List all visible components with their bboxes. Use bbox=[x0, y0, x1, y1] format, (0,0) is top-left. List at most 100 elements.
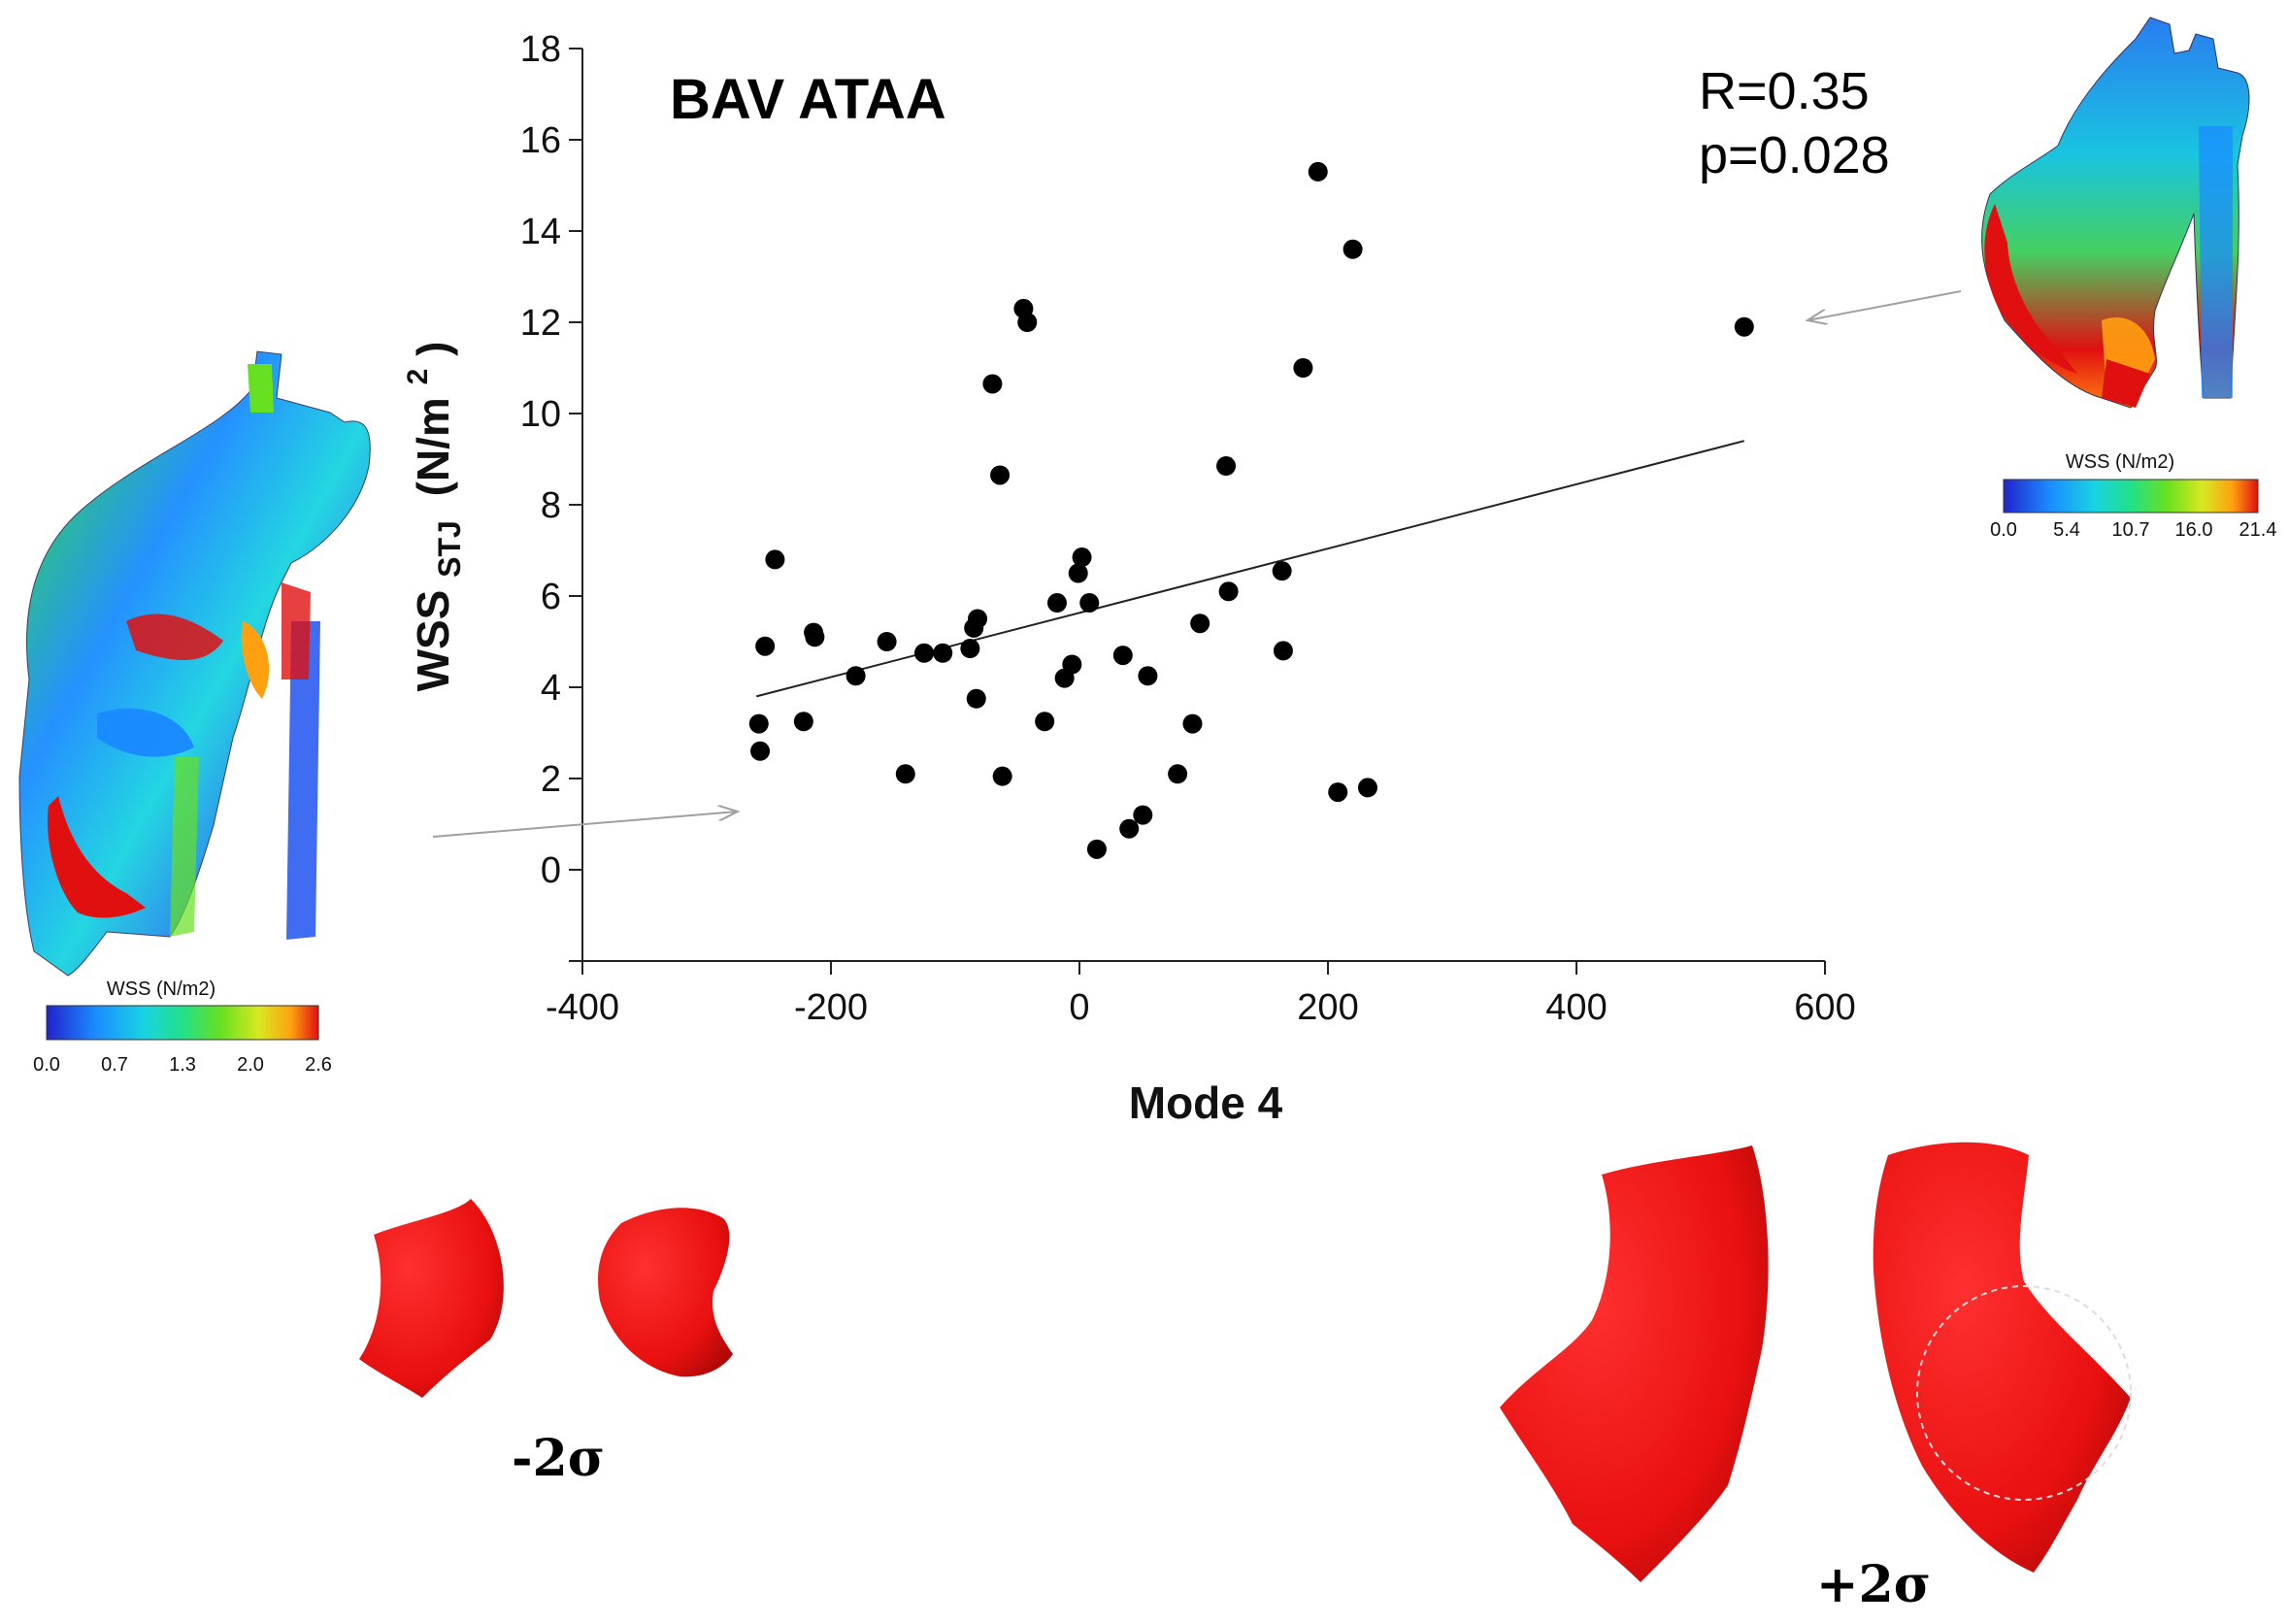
data-point bbox=[1308, 161, 1328, 182]
y-axis-title: WSS STJ (N/m 2 ) bbox=[386, 342, 470, 692]
data-point bbox=[982, 374, 1003, 394]
left-colorbar-label: WSS (N/m2) bbox=[107, 978, 216, 1000]
data-point bbox=[1017, 313, 1038, 332]
data-point bbox=[895, 764, 915, 784]
data-point bbox=[914, 643, 934, 663]
regression-line bbox=[755, 440, 1745, 698]
data-point bbox=[992, 766, 1012, 786]
data-point bbox=[960, 639, 980, 659]
correlation-r: R=0.35 bbox=[1699, 62, 1870, 120]
x-tick-label: 400 bbox=[1545, 987, 1607, 1028]
x-axis-ticks: -400 -200 0 200 400 600 bbox=[546, 961, 1856, 1028]
right-colorbar-tick-1: 5.4 bbox=[2053, 519, 2080, 541]
left-aorta-wss-model bbox=[18, 350, 371, 977]
left-colorbar-tick-4: 2.6 bbox=[305, 1054, 332, 1076]
y-tick-label: 6 bbox=[541, 577, 561, 617]
left-colorbar-gradient bbox=[46, 1005, 319, 1041]
y-tick-label: 8 bbox=[541, 485, 561, 526]
data-point bbox=[1343, 239, 1363, 259]
data-point bbox=[1216, 456, 1237, 477]
x-axis-title: Mode 4 bbox=[1129, 1077, 1283, 1128]
y-axis-title-sup: 2 bbox=[402, 369, 434, 385]
y-axis-title-main: WSS bbox=[408, 590, 458, 692]
left-colorbar-tick-0: 0.0 bbox=[33, 1054, 60, 1076]
data-point bbox=[966, 688, 986, 709]
data-point bbox=[990, 465, 1011, 485]
data-point bbox=[1062, 654, 1082, 675]
x-tick-label: -200 bbox=[794, 987, 868, 1028]
data-point bbox=[793, 712, 813, 732]
data-point bbox=[1328, 782, 1348, 803]
right-colorbar: WSS (N/m2) 0.0 5.4 10.7 16.0 21.4 bbox=[1990, 451, 2276, 541]
svg-text:WSS STJ (N/m: WSS STJ (N/m 2 ) bbox=[386, 342, 470, 692]
data-point bbox=[1119, 818, 1140, 839]
label-plus-2sigma: +2σ bbox=[1816, 1555, 1931, 1614]
y-axis-title-close: ) bbox=[408, 342, 458, 356]
left-colorbar: WSS (N/m2) 0.0 0.7 1.3 2.0 2.6 bbox=[33, 978, 332, 1076]
right-colorbar-tick-4: 21.4 bbox=[2239, 519, 2277, 541]
x-tick-label: -400 bbox=[546, 987, 619, 1028]
data-point bbox=[1218, 581, 1239, 602]
data-point bbox=[968, 609, 988, 629]
y-tick-label: 10 bbox=[520, 394, 561, 435]
data-point bbox=[1086, 839, 1107, 859]
shape-minus-view-2 bbox=[598, 1208, 733, 1377]
left-colorbar-tick-2: 1.3 bbox=[169, 1054, 196, 1076]
shape-plus-view-2 bbox=[1873, 1142, 2131, 1573]
data-point bbox=[1035, 712, 1055, 732]
data-point bbox=[1190, 613, 1210, 634]
data-point bbox=[1293, 358, 1313, 378]
right-colorbar-tick-0: 0.0 bbox=[1990, 519, 2017, 541]
x-tick-label: 600 bbox=[1794, 987, 1855, 1028]
data-point bbox=[748, 713, 769, 734]
x-tick-label: 200 bbox=[1297, 987, 1358, 1028]
label-minus-2sigma: -2σ bbox=[512, 1429, 605, 1488]
right-colorbar-label: WSS (N/m2) bbox=[2066, 451, 2174, 473]
data-point bbox=[1138, 666, 1158, 686]
arrow-right-annotation bbox=[1807, 290, 1962, 320]
data-point bbox=[1079, 593, 1100, 613]
y-tick-label: 2 bbox=[541, 759, 561, 800]
y-axis-title-sub: STJ bbox=[432, 520, 467, 578]
right-colorbar-tick-2: 10.7 bbox=[2112, 519, 2150, 541]
data-point bbox=[1112, 646, 1133, 666]
data-point bbox=[1357, 778, 1377, 798]
right-aorta-wss-model bbox=[1981, 17, 2250, 409]
shape-plus-view-1 bbox=[1500, 1145, 1769, 1582]
y-tick-label: 14 bbox=[520, 212, 561, 252]
data-point bbox=[846, 666, 866, 686]
data-point bbox=[933, 643, 953, 663]
shape-minus-2sigma: -2σ bbox=[359, 1199, 733, 1488]
highlight-circle bbox=[1916, 1285, 2132, 1501]
data-point bbox=[750, 741, 771, 761]
y-tick-label: 18 bbox=[520, 29, 561, 70]
x-tick-label: 0 bbox=[1069, 987, 1089, 1028]
data-point bbox=[1133, 805, 1153, 825]
right-colorbar-gradient bbox=[2003, 479, 2259, 514]
data-point bbox=[1273, 641, 1293, 661]
shape-plus-2sigma: +2σ bbox=[1500, 1142, 2132, 1614]
chart-title: BAV ATAA bbox=[670, 68, 946, 131]
y-axis-title-unit: (N/m bbox=[408, 397, 458, 496]
data-point bbox=[1046, 593, 1067, 613]
arrow-left-annotation bbox=[432, 812, 738, 838]
y-tick-label: 4 bbox=[541, 668, 561, 709]
data-point bbox=[1734, 316, 1754, 337]
data-point bbox=[877, 632, 897, 651]
right-colorbar-tick-3: 16.0 bbox=[2175, 519, 2213, 541]
data-point bbox=[765, 549, 785, 570]
data-point bbox=[755, 636, 776, 656]
data-point bbox=[1072, 547, 1092, 568]
left-colorbar-tick-3: 2.0 bbox=[237, 1054, 264, 1076]
left-colorbar-tick-1: 0.7 bbox=[101, 1054, 128, 1076]
y-tick-label: 0 bbox=[541, 850, 561, 891]
y-axis-ticks: 0 2 4 6 8 10 12 14 16 18 bbox=[520, 29, 582, 962]
y-tick-label: 16 bbox=[520, 120, 561, 161]
scatter-plot: -400 -200 0 200 400 600 0 2 4 6 8 10 12 14 16 18 BAV A… bbox=[386, 29, 1890, 1128]
data-point bbox=[1272, 561, 1292, 581]
data-point bbox=[1168, 764, 1188, 784]
y-tick-label: 12 bbox=[520, 303, 561, 344]
data-point bbox=[1068, 563, 1088, 583]
data-points bbox=[748, 161, 1754, 859]
